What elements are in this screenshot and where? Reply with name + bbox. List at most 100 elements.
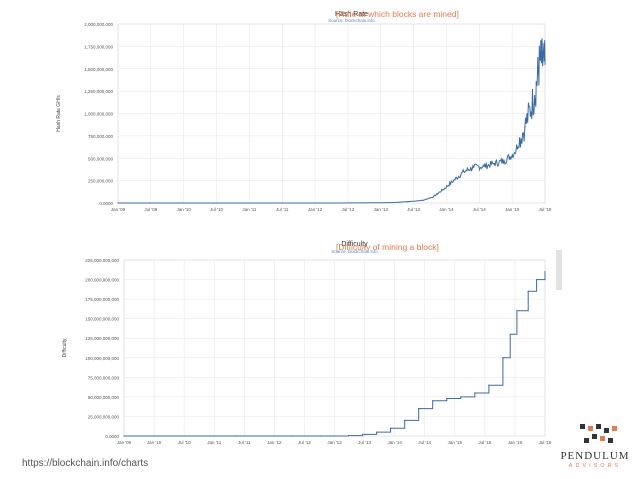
data-point [544,63,546,65]
logo-mark-icon [580,424,617,443]
data-point [390,427,392,429]
data-point [442,188,444,191]
x-tick-label: Jan '10 [147,440,162,445]
x-tick-label: Jul '10 [178,440,191,445]
chart-title: Hash Rate [335,11,368,18]
data-point [422,199,424,201]
y-tick-label: 0.0000 [99,201,113,206]
y-tick-label: 1,000,000,000 [84,112,113,117]
x-tick-label: Jan '09 [111,207,126,212]
pendulum-logo: PENDULUM ADVISORS [560,420,630,472]
y-tick-label: 1,750,000,000 [84,44,113,49]
data-point [534,95,536,97]
x-tick-label: Jan '15 [448,440,463,445]
series-line-difficulty [124,271,546,437]
data-point [291,435,293,437]
y-tick-label: 750,000,000 [88,134,114,139]
data-point [463,171,465,173]
chart-subtitle: Source: blockchain.info [328,18,375,23]
x-tick-label: Jan '12 [308,207,323,212]
data-point [488,384,490,386]
difficulty-annotation: [Difficulty of mining a block] [336,242,439,252]
y-tick-label: 125,000,000,000 [85,336,119,341]
data-point [502,357,504,359]
x-tick-label: Jan '11 [242,207,257,212]
y-tick-label: 2,000,000,000 [84,22,113,27]
x-tick-label: Jul '16 [539,440,552,445]
x-tick-label: Jul '13 [407,207,420,212]
data-point [524,126,526,128]
data-point [330,202,333,204]
data-point [513,152,516,154]
y-tick-label: 500,000,000 [88,156,114,161]
y-tick-label: 225,000,000,000 [85,258,119,263]
x-tick-label: Jan '16 [508,440,523,445]
y-tick-label: 100,000,000,000 [85,356,119,361]
data-point [503,160,505,162]
x-tick-label: Jul '09 [144,207,157,212]
data-point [361,202,363,204]
data-point [404,419,406,421]
hash-rate-annotation: [Rate at which blocks are mined] [336,9,459,19]
y-axis-label: Hash Rate GH/s [56,95,62,132]
x-tick-label: Jul '14 [418,440,431,445]
data-point [539,59,541,61]
x-tick-label: Jan '11 [207,440,222,445]
data-point [319,435,322,437]
source-url[interactable]: https://blockchain.info/charts [22,458,149,469]
x-tick-label: Jan '14 [387,440,402,445]
decorative-bar [556,250,562,290]
series-line-hash-rate [118,38,546,204]
y-tick-label: 1,250,000,000 [84,89,113,94]
data-point [376,431,378,433]
x-tick-label: Jan '13 [327,440,342,445]
x-tick-label: Jan '10 [177,207,192,212]
x-tick-label: Jan '15 [505,207,520,212]
x-tick-label: Jan '09 [117,440,132,445]
y-tick-label: 75,000,000,000 [88,375,120,380]
y-tick-label: 25,000,000,000 [88,414,120,419]
data-point [235,435,237,437]
data-point [239,202,241,204]
chart-title: Difficulty [341,241,368,248]
data-point [460,396,462,398]
x-tick-label: Jul '15 [478,440,491,445]
x-tick-label: Jul '13 [358,440,371,445]
data-point [493,163,495,165]
data-point [407,201,409,203]
chart-subtitle: Source: blockchain.info [331,249,378,254]
x-tick-label: Jul '14 [473,207,486,212]
data-point [509,333,511,335]
x-tick-label: Jan '14 [439,207,454,212]
x-tick-label: Jul '11 [238,440,251,445]
y-tick-label: 150,000,000,000 [85,317,119,322]
data-point [418,408,420,410]
y-tick-label: 0.0000 [105,434,119,439]
x-tick-label: Jul '11 [276,207,289,212]
data-point [391,201,394,204]
data-point [361,433,364,436]
data-point [178,202,180,204]
data-point [474,392,476,394]
data-point [347,435,350,437]
y-tick-label: 250,000,000 [88,179,114,184]
y-tick-label: 50,000,000,000 [88,395,120,400]
data-point [432,196,434,198]
data-point [473,166,475,168]
data-point [535,278,538,281]
data-point [123,435,125,437]
x-tick-label: Jan '12 [267,440,282,445]
logo-name: PENDULUM [560,450,630,462]
x-tick-label: Jul '10 [210,207,223,212]
data-point [483,165,485,167]
y-axis-label: Difficulty [62,338,68,357]
data-point [516,310,518,312]
y-tick-label: 200,000,000,000 [85,278,119,283]
x-tick-label: Jan '13 [374,207,389,212]
y-tick-label: 1,500,000,000 [84,67,113,72]
x-tick-label: Jul '12 [341,207,354,212]
x-tick-label: Jul '15 [539,207,552,212]
data-point [300,202,302,204]
